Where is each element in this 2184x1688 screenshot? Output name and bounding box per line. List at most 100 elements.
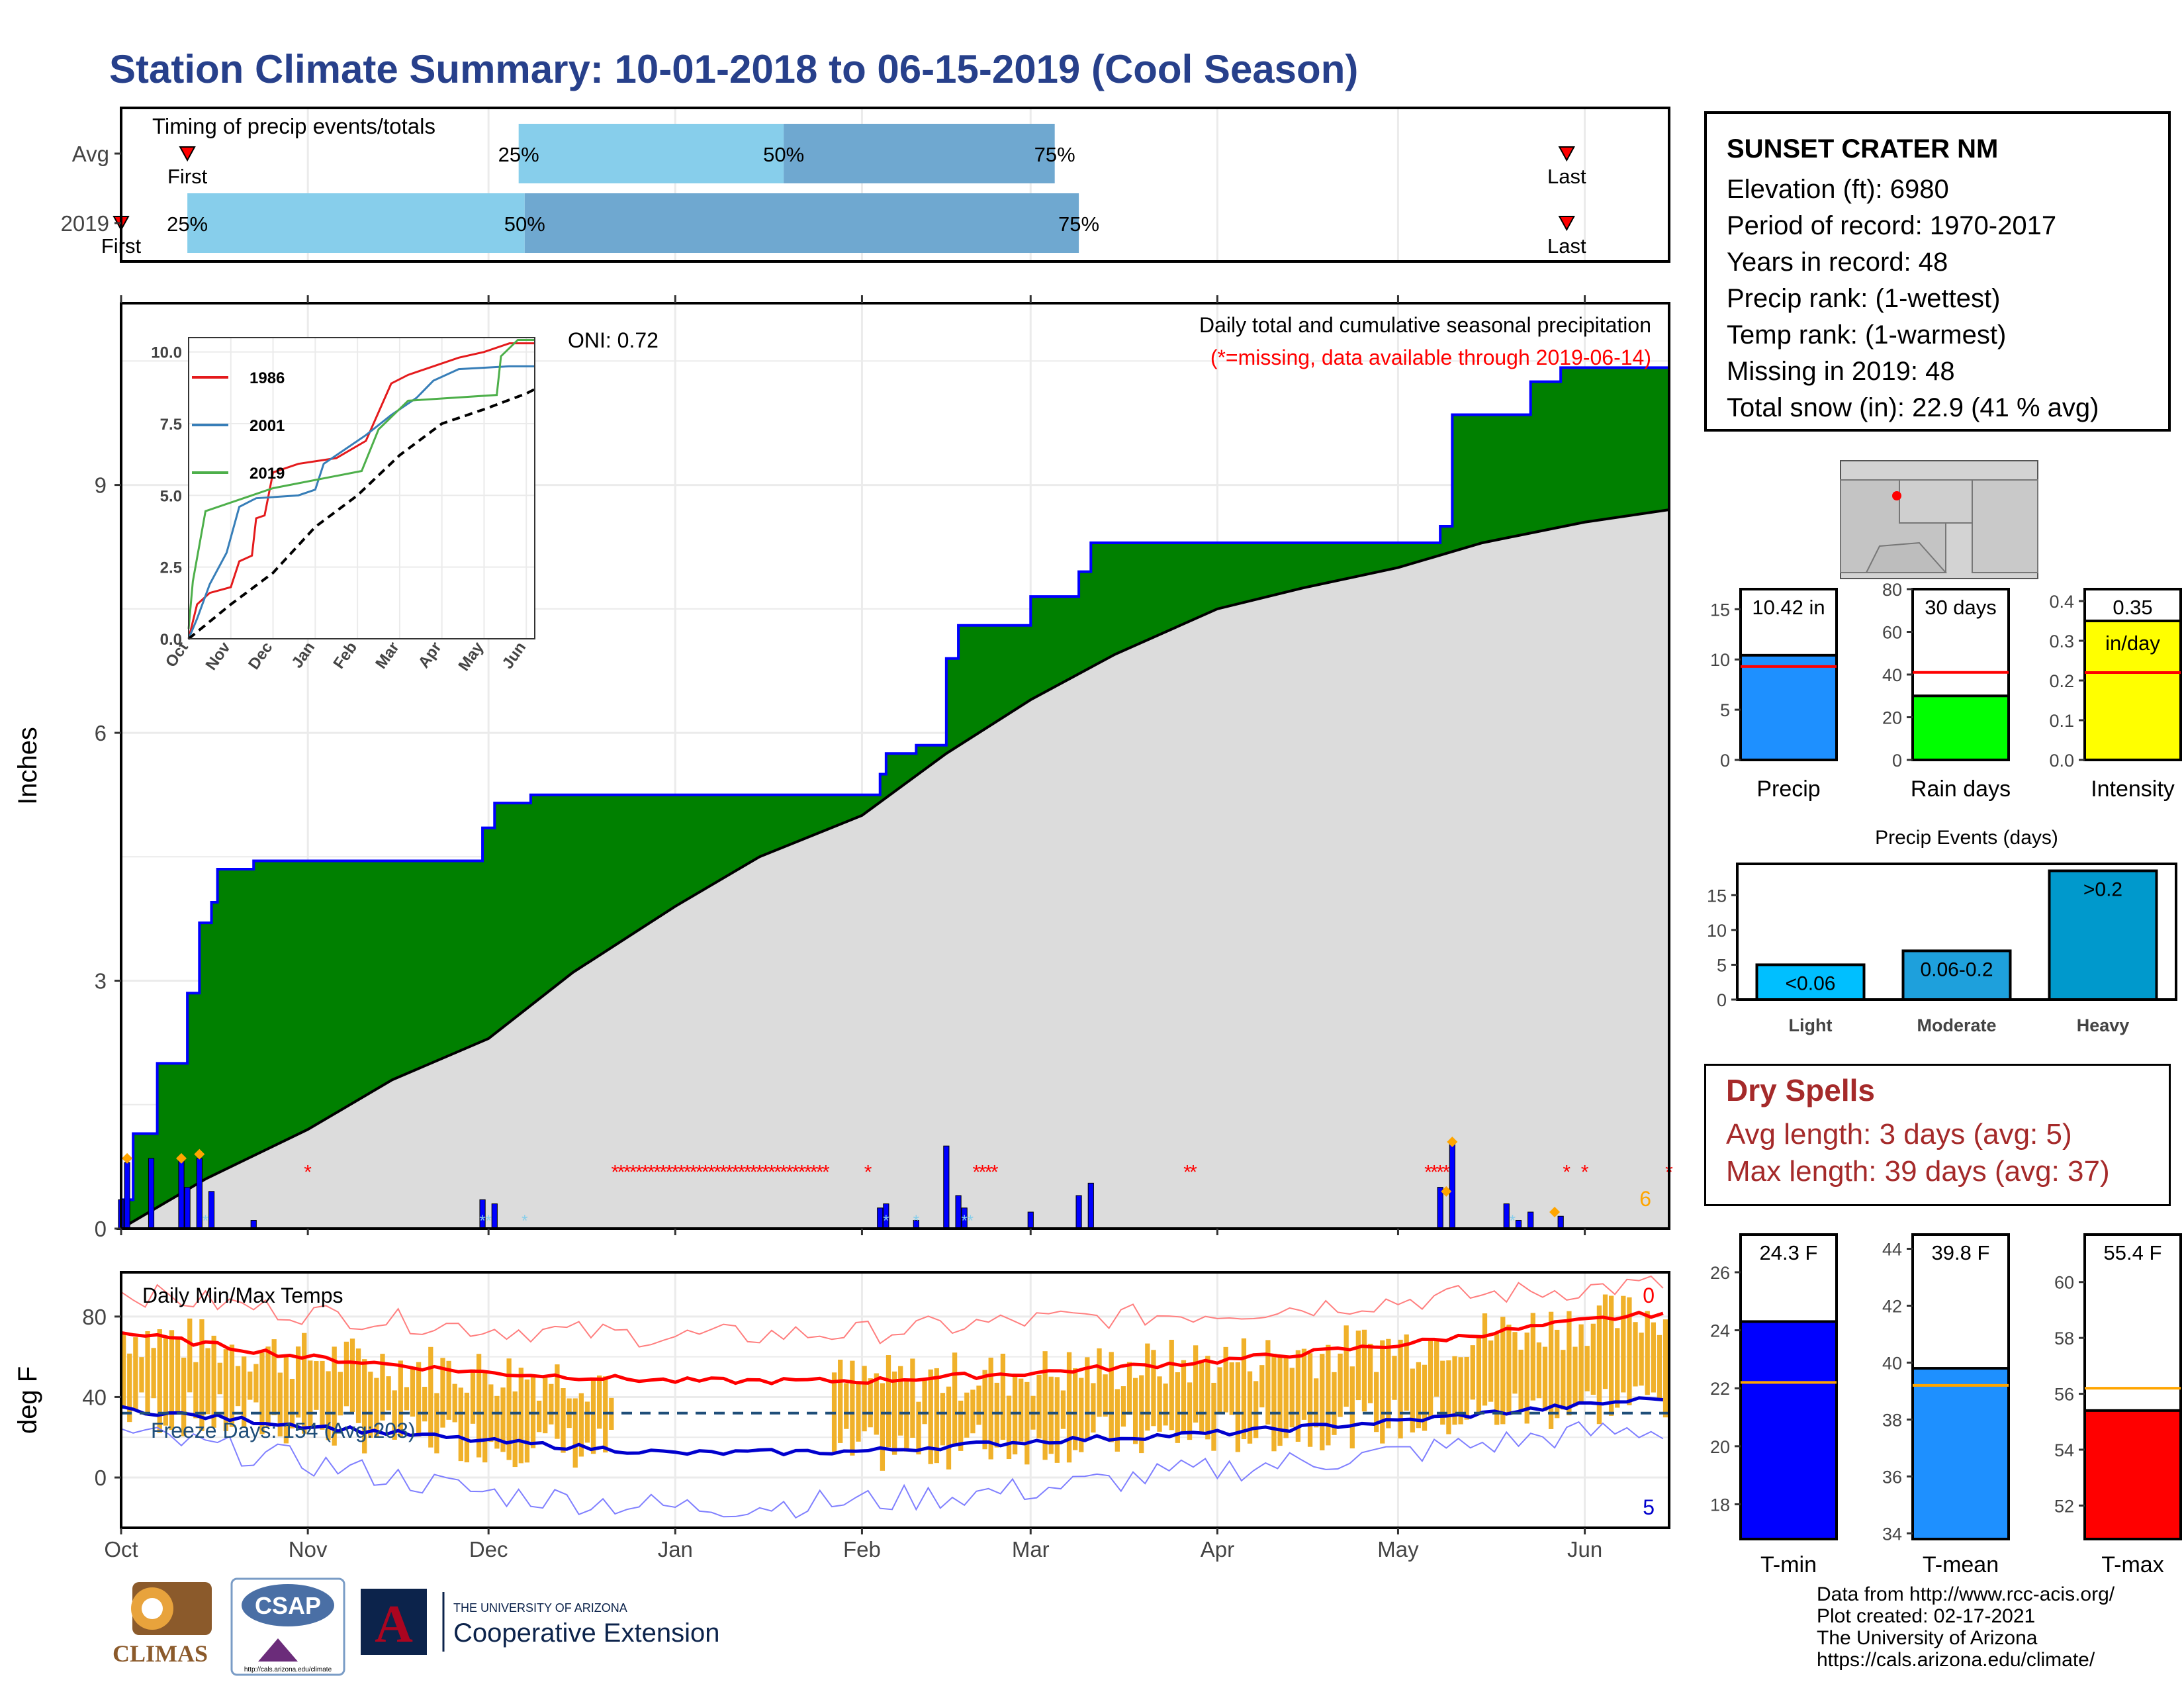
daily-temp-bar: [1422, 1364, 1428, 1431]
daily-temp-bar: [1187, 1382, 1193, 1440]
timing-row-label: Avg: [72, 142, 109, 166]
event-category: Moderate: [1917, 1015, 1996, 1035]
daily-temp-bar: [518, 1368, 523, 1464]
daily-temp-bar: [988, 1357, 993, 1460]
timing-bar-q25-q50: [187, 193, 525, 253]
daily-temp-bar: [1072, 1368, 1078, 1450]
daily-precip-bar: [943, 1145, 950, 1229]
daily-temp-bar: [253, 1364, 259, 1403]
daily-temp-bar: [982, 1370, 987, 1450]
daily-temp-bar: [1301, 1348, 1307, 1420]
dry-spells-box: Dry Spells Avg length: 3 days (avg: 5) M…: [1704, 1064, 2171, 1206]
daily-temp-bar: [1488, 1340, 1494, 1402]
missing-marker: *: [713, 1162, 721, 1184]
daily-temp-bar: [1120, 1386, 1126, 1427]
daily-temp-bar: [422, 1386, 428, 1422]
temp-border: [120, 1271, 1670, 1529]
timing-q25-label: 25%: [498, 143, 539, 166]
daily-temp-bar: [434, 1393, 439, 1454]
missing-marker: *: [1563, 1162, 1570, 1184]
daily-temp-bar: [1602, 1294, 1608, 1389]
daily-temp-bar: [1645, 1311, 1650, 1395]
timing-q75-label: 75%: [1034, 143, 1075, 166]
missing-marker: *: [804, 1162, 812, 1184]
last-marker: [1558, 146, 1575, 162]
daily-temp-bar: [1530, 1313, 1535, 1401]
daily-temp-bar: [187, 1318, 193, 1393]
oni-label: ONI: 0.72: [568, 328, 659, 352]
summary-category-label: T-mean: [1923, 1552, 1999, 1577]
daily-precip-bar: [148, 1158, 155, 1229]
daily-temp-bar: [1392, 1356, 1397, 1400]
missing-marker: *: [744, 1162, 752, 1184]
summary-panel-border: [1739, 588, 1838, 761]
inset-series-line: [187, 388, 535, 640]
missing-marker: *: [1183, 1162, 1191, 1184]
daily-temp-bar: [596, 1375, 602, 1429]
daily-temp-bar: [898, 1366, 903, 1436]
precip-2019-line: [120, 366, 1669, 1229]
daily-temp-bar: [862, 1366, 867, 1432]
daily-temp-bar: [1314, 1378, 1319, 1428]
station-location-marker: [1892, 491, 1901, 500]
daily-temp-bar: [1024, 1382, 1030, 1465]
daily-temp-bar: [193, 1362, 199, 1419]
daily-temp-bar: [1367, 1343, 1373, 1403]
missing-marker: *: [635, 1162, 643, 1184]
daily-temp-bar: [1506, 1325, 1512, 1415]
inset-border: [188, 337, 535, 639]
daily-temp-bar: [151, 1348, 156, 1399]
daily-temp-bar: [452, 1383, 457, 1423]
heavy-event-marker: [176, 1152, 187, 1164]
daily-temp-bar: [127, 1353, 132, 1423]
daily-temp-bar: [217, 1362, 222, 1395]
summary-ytick: 0.2: [2049, 671, 2074, 691]
daily-temp-bar: [1555, 1329, 1560, 1419]
summary-category-label: T-min: [1760, 1552, 1817, 1577]
summary-ytick: 40: [1882, 665, 1902, 685]
station-info-line: Missing in 2019: 48: [1727, 357, 1955, 386]
summary-ytick: 15: [1710, 600, 1730, 620]
missing-marker: *: [810, 1162, 818, 1184]
credit-line: https://cals.arizona.edu/climate/: [1817, 1649, 2095, 1671]
daily-temp-bar: [1151, 1350, 1156, 1427]
missing-marker: *: [816, 1162, 824, 1184]
university-of-arizona-logo: A THE UNIVERSITY OF ARIZONA Cooperative …: [361, 1589, 719, 1655]
precip-avg-area: [116, 508, 1670, 1230]
daily-temp-bar: [922, 1380, 927, 1425]
inset-ytick: 10.0: [151, 344, 182, 362]
daily-temp-bar: [314, 1361, 319, 1410]
avg-max-line: [120, 1311, 1664, 1385]
daily-temp-bar: [1241, 1338, 1247, 1440]
inset-series-line: [187, 338, 535, 629]
daily-temp-bar: [910, 1358, 915, 1438]
snow-marker: *: [203, 1212, 208, 1230]
daily-temp-bar: [283, 1356, 289, 1444]
ua-name-text: THE UNIVERSITY OF ARIZONA: [453, 1601, 627, 1615]
event-bar-label: 0.06-0.2: [1920, 959, 1993, 980]
summary-ytick: 20: [1882, 708, 1902, 728]
daily-temp-bar: [157, 1329, 162, 1433]
daily-temp-bar: [1657, 1335, 1662, 1401]
timing-q75-label: 75%: [1058, 212, 1099, 236]
missing-marker: *: [1436, 1162, 1444, 1184]
daily-temp-bar: [332, 1346, 337, 1446]
summary-panel-border: [2083, 1233, 2182, 1540]
event-category: Light: [1789, 1015, 1833, 1035]
daily-temp-bar: [410, 1368, 416, 1417]
summary-ytick: 60: [1882, 623, 1902, 643]
station-name: SUNSET CRATER NM: [1727, 134, 1999, 164]
daily-temp-bar: [1211, 1382, 1216, 1451]
missing-marker: *: [822, 1162, 830, 1184]
first-marker: [179, 146, 196, 162]
last-label: Last: [1547, 234, 1586, 258]
missing-marker: *: [756, 1162, 764, 1184]
daily-temp-bar: [1561, 1350, 1566, 1410]
daily-temp-bar: [1223, 1346, 1228, 1413]
daily-temp-bar: [1000, 1353, 1006, 1440]
timing-title: Timing of precip events/totals: [152, 114, 435, 138]
daily-temp-bar: [289, 1378, 295, 1429]
daily-temp-bar: [1006, 1395, 1012, 1460]
inset-legend-label: 1986: [250, 369, 285, 387]
daily-temp-bar: [1109, 1352, 1114, 1442]
